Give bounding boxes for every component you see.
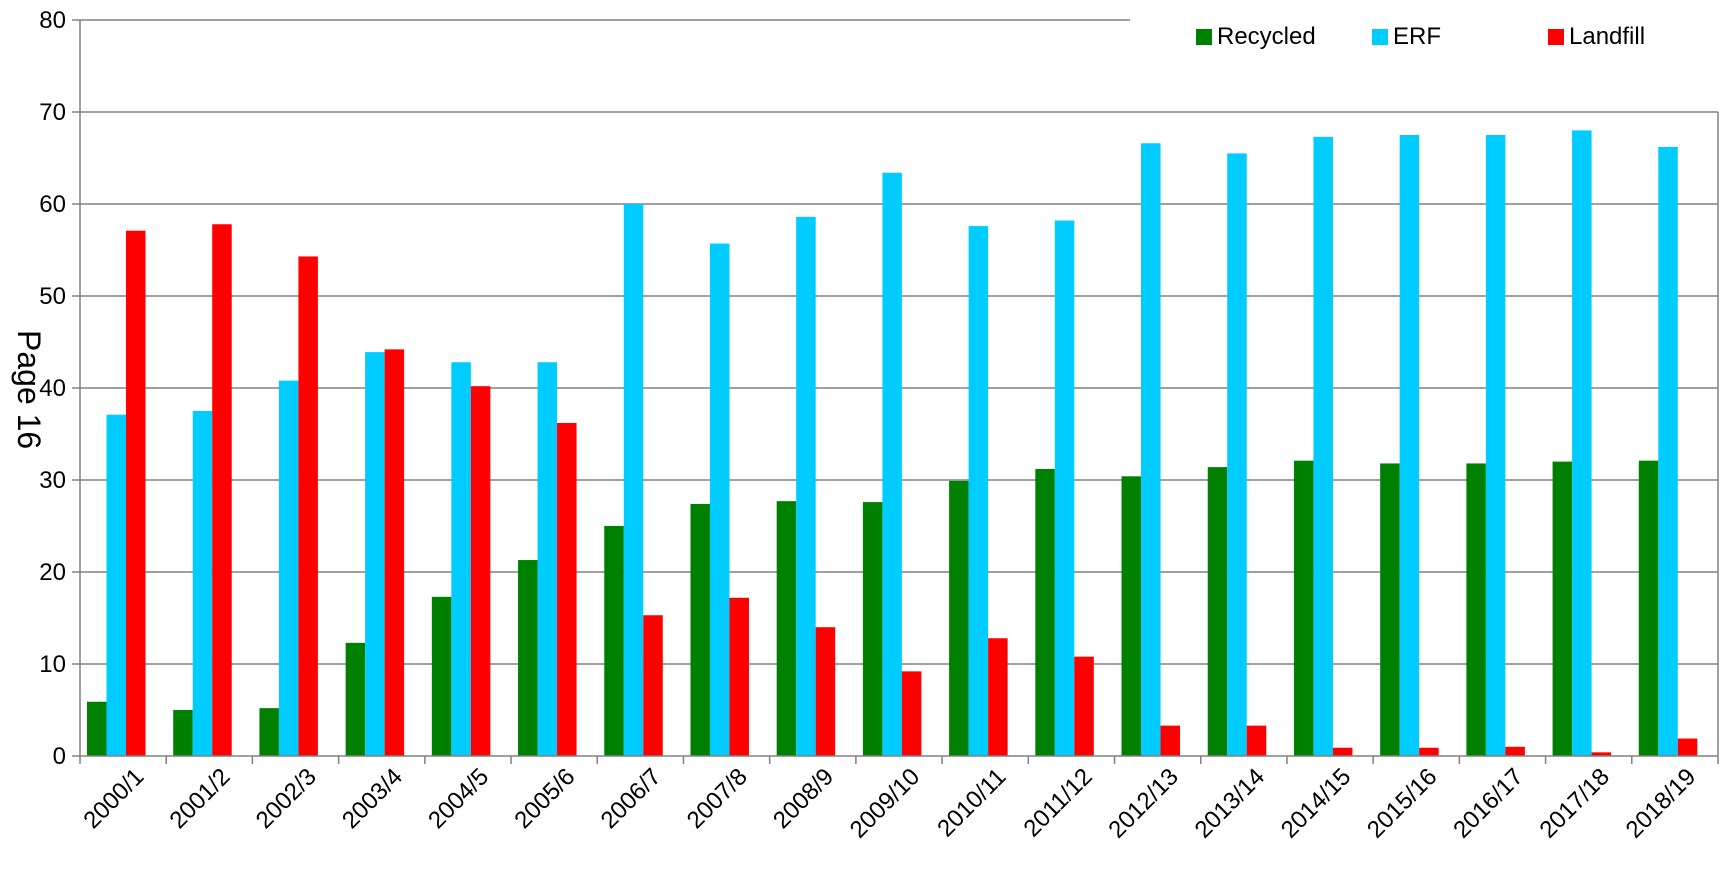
- bar-recycled-2017-18: [1552, 461, 1573, 756]
- bar-erf-2004-5: [451, 362, 471, 756]
- legend-label-landfill: Landfill: [1569, 23, 1645, 50]
- x-tick-label: 2014/15: [1276, 763, 1356, 843]
- bar-recycled-2018-19: [1638, 460, 1659, 756]
- legend-swatch-landfill: [1548, 29, 1564, 45]
- bar-erf-2001-2: [192, 411, 213, 756]
- bar-recycled-2016-17: [1466, 463, 1486, 756]
- bar-recycled-2014-15: [1293, 460, 1314, 756]
- bar-landfill-2002-3: [298, 256, 318, 756]
- bar-recycled-2013-14: [1207, 467, 1228, 756]
- bar-landfill-2007-8: [729, 597, 749, 756]
- bar-recycled-2011-12: [1035, 468, 1055, 756]
- bar-erf-2006-7: [623, 204, 644, 756]
- x-tick-label: 2003/4: [337, 763, 408, 834]
- bar-erf-2002-3: [278, 380, 299, 756]
- x-tick-label: 2016/17: [1448, 763, 1528, 843]
- bar-erf-2014-15: [1313, 136, 1333, 757]
- y-tick-label: 70: [39, 99, 66, 126]
- bar-recycled-2006-7: [604, 526, 624, 756]
- bar-landfill-2016-17: [1505, 746, 1525, 756]
- bar-erf-2009-10: [882, 172, 902, 757]
- x-tick-label: 2001/2: [165, 763, 236, 834]
- y-tick-label: 20: [39, 559, 66, 586]
- bar-erf-2016-17: [1485, 135, 1506, 756]
- axes: [72, 19, 1719, 764]
- x-tick-label: 2002/3: [251, 763, 322, 834]
- x-tick-label: 2010/11: [932, 763, 1011, 842]
- bar-recycled-2003-4: [345, 642, 366, 756]
- bar-landfill-2011-12: [1074, 656, 1094, 756]
- legend-swatch-recycled: [1196, 29, 1212, 45]
- legend: Recycled ERF Landfill: [1196, 23, 1645, 50]
- bar-erf-2011-12: [1054, 220, 1075, 756]
- x-tick-label: 2013/14: [1190, 763, 1270, 843]
- bar-landfill-2009-10: [901, 671, 922, 756]
- bar-erf-2013-14: [1227, 153, 1247, 756]
- y-tick-label: 80: [39, 7, 66, 34]
- bar-landfill-2003-4: [384, 349, 405, 756]
- bar-landfill-2005-6: [557, 422, 577, 756]
- bar-landfill-2012-13: [1160, 725, 1181, 756]
- x-tick-label: 2015/16: [1362, 763, 1442, 843]
- x-tick-label: 2005/6: [509, 763, 580, 834]
- bar-erf-2017-18: [1572, 130, 1592, 756]
- x-tick-labels: 2000/1 2001/2 2002/3 2003/4 2004/5 2005/6 2006…: [78, 763, 1701, 843]
- legend-swatch-erf: [1372, 29, 1388, 45]
- y-tick-label: 0: [53, 743, 66, 770]
- bar-erf-2005-6: [537, 362, 558, 756]
- x-tick-label: 2017/18: [1534, 763, 1614, 843]
- bar-landfill-2010-11: [988, 638, 1008, 756]
- bar-recycled-2004-5: [431, 596, 452, 756]
- x-tick-label: 2006/7: [596, 763, 667, 834]
- bar-recycled-2007-8: [690, 503, 710, 756]
- y-tick-label: 30: [39, 467, 66, 494]
- bar-landfill-2018-19: [1677, 738, 1698, 756]
- x-tick-label: 2004/5: [423, 763, 494, 834]
- bar-landfill-2008-9: [815, 627, 836, 756]
- y-tick-label: 40: [39, 375, 66, 402]
- x-tick-label: 2011/12: [1018, 763, 1097, 842]
- y-tick-label: 60: [39, 191, 66, 218]
- bar-recycled-2010-11: [949, 480, 969, 756]
- x-tick-label: 2018/19: [1621, 763, 1701, 843]
- bar-landfill-2006-7: [643, 615, 663, 756]
- bar-erf-2008-9: [796, 216, 816, 756]
- bar-recycled-2012-13: [1121, 476, 1142, 756]
- bar-recycled-2002-3: [259, 708, 279, 756]
- x-tick-label: 2009/10: [845, 763, 925, 843]
- bar-recycled-2009-10: [862, 502, 883, 756]
- x-tick-label: 2012/13: [1103, 763, 1183, 843]
- y-tick-label: 50: [39, 283, 66, 310]
- bar-landfill-2013-14: [1246, 725, 1267, 756]
- bar-recycled-2005-6: [518, 560, 538, 756]
- bar-erf-2015-16: [1399, 135, 1420, 756]
- bar-recycled-2000-1: [87, 701, 107, 756]
- bar-landfill-2004-5: [470, 386, 491, 756]
- x-tick-label: 2000/1: [78, 763, 149, 834]
- x-tick-label: 2007/8: [682, 763, 753, 834]
- bar-erf-2010-11: [968, 226, 989, 756]
- y-tick-labels: 0 10 20 30 40 50 60 70 80: [39, 7, 66, 770]
- bar-erf-2000-1: [106, 414, 126, 756]
- bar-erf-2007-8: [709, 243, 730, 756]
- bar-landfill-2001-2: [212, 224, 232, 757]
- bar-recycled-2008-9: [776, 501, 797, 756]
- page-stamp: Page 16: [11, 330, 47, 449]
- bar-erf-2012-13: [1141, 143, 1161, 756]
- y-tick-label: 10: [39, 651, 66, 678]
- legend-label-erf: ERF: [1393, 23, 1441, 50]
- bar-recycled-2015-16: [1380, 463, 1400, 756]
- bar-erf-2003-4: [365, 352, 385, 756]
- x-tick-label: 2008/9: [768, 763, 839, 834]
- bars: [87, 130, 1698, 757]
- bar-landfill-2015-16: [1419, 747, 1439, 756]
- bar-erf-2018-19: [1658, 146, 1678, 756]
- legend-label-recycled: Recycled: [1217, 23, 1316, 50]
- bar-landfill-2000-1: [126, 230, 146, 756]
- bar-landfill-2014-15: [1332, 747, 1353, 756]
- bar-landfill-2017-18: [1591, 752, 1612, 756]
- bar-recycled-2001-2: [173, 710, 193, 756]
